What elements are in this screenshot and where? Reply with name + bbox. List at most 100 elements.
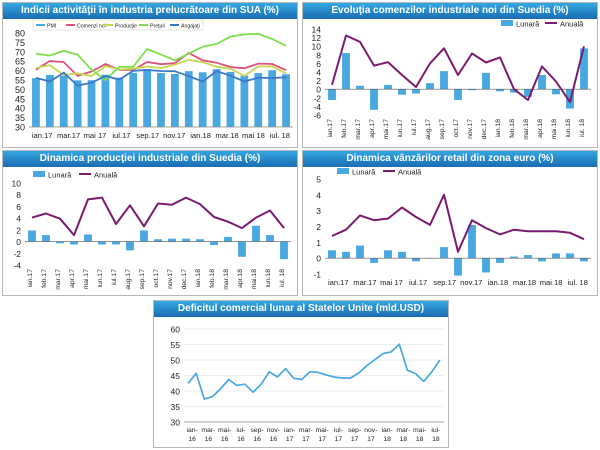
x-tick-label: mar.17 [353,278,376,287]
y-tick-label: 12 [312,33,322,43]
x-tick-label: mai.17 [383,119,390,140]
series-line-anual [331,34,585,104]
x-tick-label: ian.17 [327,119,334,138]
bar [538,258,546,262]
x-tick-label: feb.17 [41,269,48,288]
bar [212,69,221,127]
x-tick-label: mar-16 [201,427,215,443]
bar [84,234,92,242]
bar [28,230,36,242]
x-tick-label: feb.18 [209,269,216,288]
y-tick-label: 2 [316,76,321,86]
x-tick-label: apr.17 [69,269,76,288]
x-tick-label: ian.18 [495,119,502,138]
bar [580,48,588,90]
x-tick-label: mar.17 [355,119,362,140]
x-tick-label: iun.17 [97,269,104,288]
bar [112,241,120,245]
y-tick-label: 2 [16,225,21,235]
legend-label-lunar: Lunară [516,20,540,29]
x-tick-label: mar-17 [299,427,313,443]
y-tick-label: 35 [15,113,25,123]
bar [342,251,350,259]
y-tick-label: 60 [171,325,181,335]
x-tick-label: feb.17 [341,119,348,138]
x-tick-label: sep-16 [251,427,264,443]
bar [384,84,392,90]
y-tick-label: 35 [171,402,181,412]
x-tick-label: nov.17 [167,269,174,289]
x-tick-label: nov.17 [467,119,474,139]
x-tick-label: mar.18 [223,269,230,290]
x-tick-label: ian.18 [195,269,202,288]
bar [356,85,364,90]
bar [101,74,110,127]
bar [129,72,138,127]
bar [196,239,204,242]
bar [412,89,420,94]
y-tick-label: 14 [312,25,322,35]
x-tick-label: ian.17 [27,269,34,288]
y-tick-label: 0 [316,85,321,95]
bar [328,89,336,100]
bar [538,75,546,90]
x-tick-label: mai 18 [540,278,563,287]
bar [342,53,350,90]
x-tick-label: sep-17 [348,427,361,443]
y-tick-label: 80 [15,29,25,39]
y-tick-label: 30 [15,123,25,133]
bar [524,255,532,259]
y-tick-label: 40 [171,387,181,397]
y-tick-label: 10 [12,179,22,189]
bar [45,74,54,127]
y-tick-label: 65 [15,57,25,67]
x-tick-label: iul. 18 [270,131,290,140]
y-tick-label: 0 [16,237,21,247]
bar [426,83,434,90]
y-tick-label: 0 [316,254,321,264]
x-tick-label: iul. 18 [279,269,286,287]
bar [154,239,162,242]
chart-title: Deficitul comercial lunar al Statelor Un… [154,301,448,317]
chart-title: Dinamica producţiei industriale din Sued… [3,151,297,167]
x-tick-label: mai.18 [251,269,258,290]
eurozone-retail-chart: -1 0 1 2 3 4 5 ian.17 mar.17 mai 17 iul.17 sep.17 no… [313,168,591,287]
bar [496,89,504,92]
bar [143,69,151,127]
bar [482,258,490,273]
y-tick-label: 4 [316,190,321,200]
bar [198,72,207,127]
y-tick-label: -4 [13,261,21,271]
y-tick-label: 75 [15,38,25,48]
x-tick-label: iul. 18 [568,278,588,287]
x-tick-label: ian-16 [186,427,197,443]
x-tick-label: ian-18 [381,427,392,443]
x-tick-label: apr.18 [237,269,244,288]
x-tick-label: mai 17 [84,131,107,140]
bar [42,235,50,242]
bar [182,238,190,242]
legend-label-comenzi-noi: Comenzi noi [77,24,106,30]
chart-title: Dinamica vânzărilor retail din zona euro… [303,151,597,167]
x-tick-label: ian.17 [328,278,349,287]
y-tick-label: 10 [312,42,322,52]
sweden-orders-panel: Evoluţia comenzilor industriale noi din … [302,2,598,148]
x-tick-label: mai 17 [380,278,403,287]
x-tick-label: iun.18 [565,119,572,138]
x-tick-label: iun.17 [397,119,404,138]
bar [168,238,176,242]
y-tick-label: 6 [16,202,21,212]
x-tick-label: mai-18 [413,427,426,443]
bar [440,71,448,90]
x-tick-label: mar.17 [57,131,80,140]
legend-label-lunar: Lunară [352,168,376,177]
bar [240,75,249,127]
y-tick-label: 50 [15,85,25,95]
x-tick-label: aug.17 [125,269,132,290]
legend-swatch-lunar [33,171,45,177]
bar [454,258,462,276]
y-tick-label: 4 [16,214,21,224]
legend-swatch-lunar [337,168,349,174]
series-line-angaja-i [35,69,287,87]
bar [238,241,246,257]
